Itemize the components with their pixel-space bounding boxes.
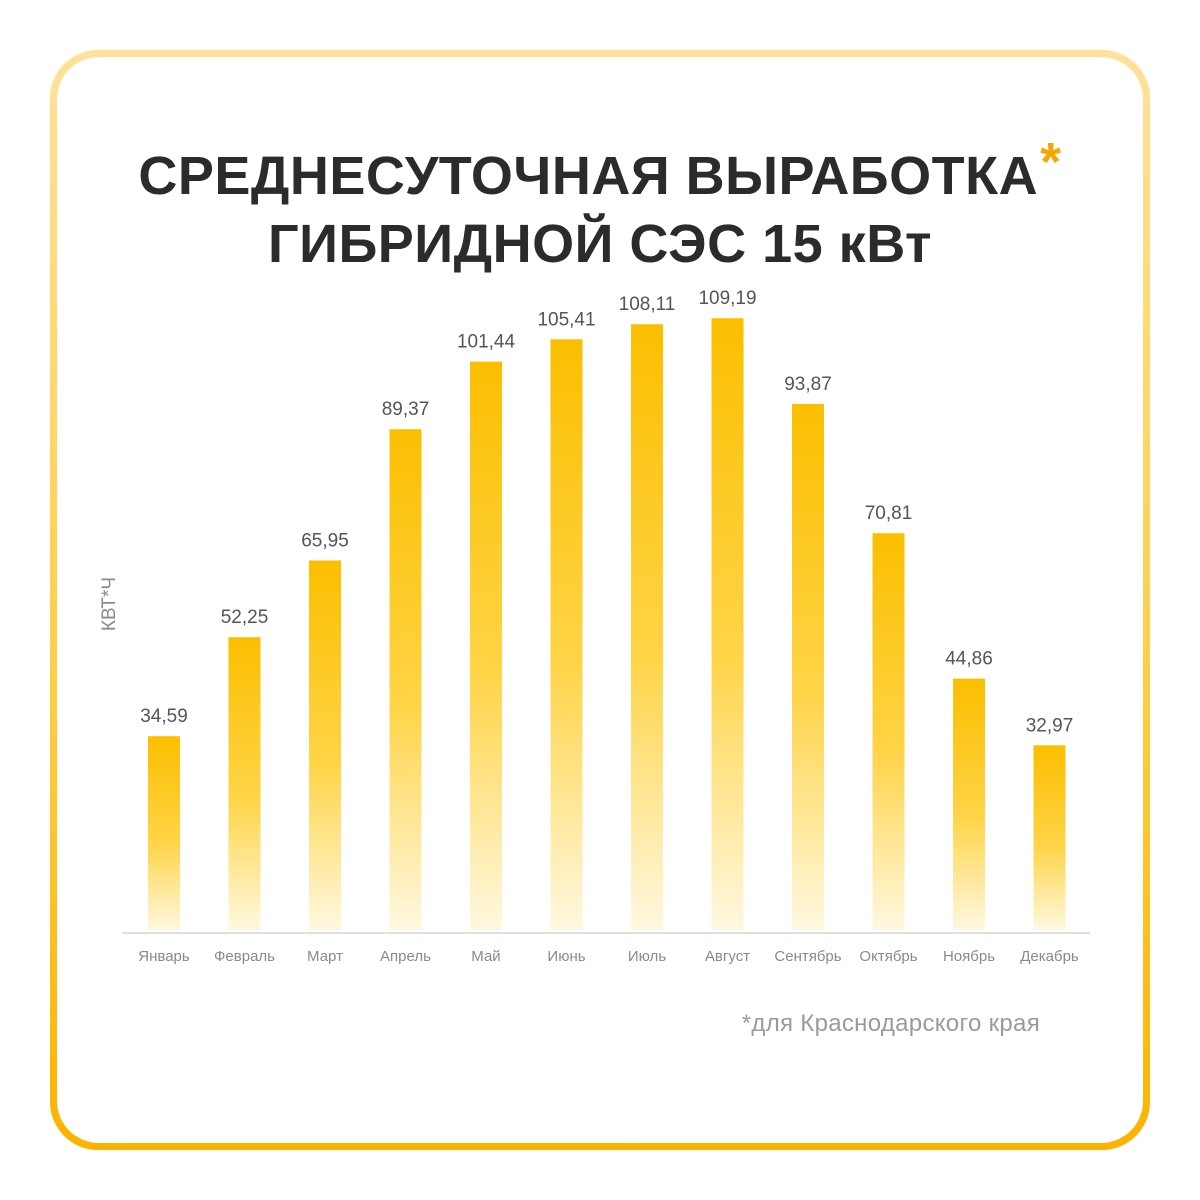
category-label: Январь [138,948,190,965]
value-label: 93,87 [784,374,832,395]
category-label: Август [705,948,750,965]
bar-8 [711,318,744,930]
title-line-2: ГИБРИДНОЙ СЭС 15 кВт [268,214,932,274]
bar-11 [953,678,985,930]
bar-5 [470,361,502,931]
bar-3 [309,560,341,930]
category-label: Июль [628,948,666,965]
title-line-1-text: СРЕДНЕСУТОЧНАЯ ВЫРАБОТКА [138,146,1039,206]
title-asterisk: * [1040,132,1062,192]
value-label: 89,37 [382,399,430,420]
category-label: Март [307,948,343,965]
value-label: 65,95 [301,531,349,552]
bar-12 [1033,745,1066,930]
value-label: 44,86 [945,649,993,670]
value-label: 32,97 [1026,715,1074,736]
category-label: Сентябрь [774,948,841,965]
card-background [57,57,1143,1143]
y-axis-label: КВТ*Ч [99,577,120,631]
value-label: 34,59 [140,706,188,727]
category-label: Июнь [547,948,585,965]
bar-2 [228,637,261,930]
title-line-1: СРЕДНЕСУТОЧНАЯ ВЫРАБОТКА* [0,128,1200,210]
bar-9 [792,404,824,930]
bar-1 [148,736,180,930]
bar-7 [631,324,663,930]
category-label: Апрель [380,948,431,965]
footnote: *для Краснодарского края [741,1010,1040,1037]
bar-6 [550,339,583,930]
value-label: 101,44 [457,332,516,353]
category-label: Декабрь [1020,948,1079,965]
bar-4 [389,429,422,930]
value-label: 105,41 [537,309,595,330]
value-label: 52,25 [221,607,269,628]
category-label: Февраль [214,948,275,965]
bar-10 [872,533,905,930]
category-label: Октябрь [859,948,917,965]
value-label: 108,11 [619,294,676,315]
category-label: Ноябрь [943,948,995,965]
value-label: 109,19 [698,288,756,309]
category-label: Май [471,948,500,965]
chart-title: СРЕДНЕСУТОЧНАЯ ВЫРАБОТКА* ГИБРИДНОЙ СЭС … [0,128,1200,278]
value-label: 70,81 [865,503,913,524]
